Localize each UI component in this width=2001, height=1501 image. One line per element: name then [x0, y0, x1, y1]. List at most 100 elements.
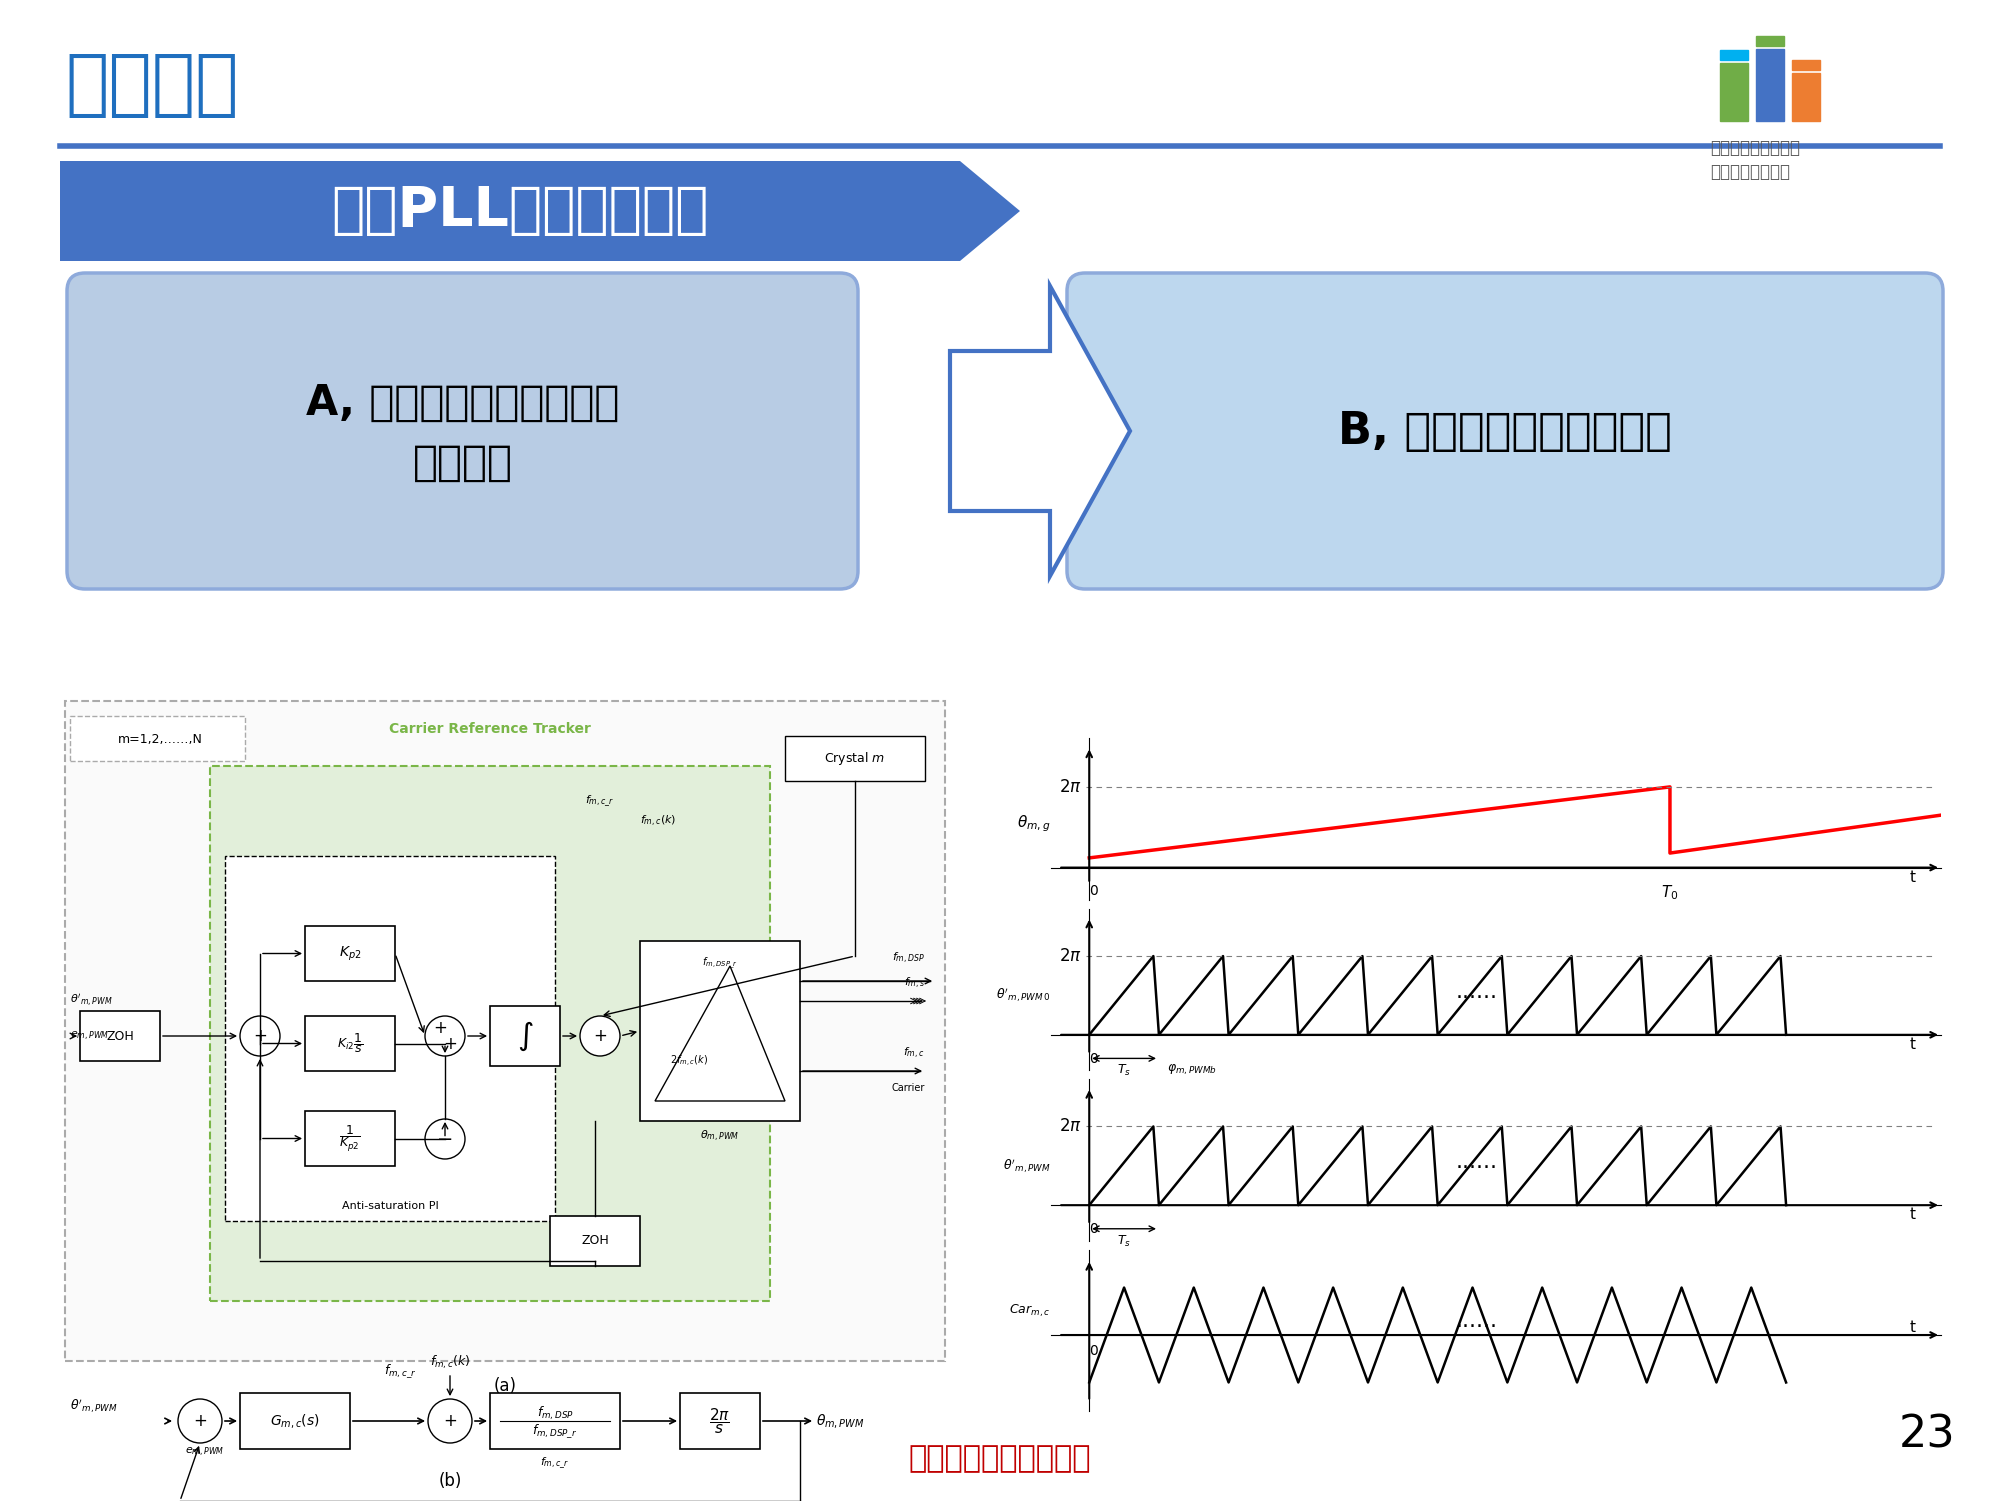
- Bar: [1721, 50, 1749, 60]
- FancyBboxPatch shape: [490, 1393, 620, 1448]
- Text: $\theta_{m,PWM}$: $\theta_{m,PWM}$: [816, 1412, 864, 1430]
- Text: $K_{i2}\dfrac{1}{s}$: $K_{i2}\dfrac{1}{s}$: [336, 1031, 364, 1055]
- FancyBboxPatch shape: [80, 1012, 160, 1061]
- Bar: [1757, 50, 1785, 122]
- FancyBboxPatch shape: [304, 1111, 394, 1166]
- Text: Anti-saturation PI: Anti-saturation PI: [342, 1201, 438, 1211]
- Text: $f_{m,c\_r}$: $f_{m,c\_r}$: [540, 1456, 570, 1471]
- Text: $\dfrac{2\pi}{s}$: $\dfrac{2\pi}{s}$: [710, 1406, 730, 1436]
- Text: +: +: [592, 1027, 606, 1045]
- Text: $\theta'_{m,PWM}$: $\theta'_{m,PWM}$: [70, 994, 112, 1009]
- FancyBboxPatch shape: [680, 1393, 760, 1448]
- Text: 《电工技术学报》发布: 《电工技术学报》发布: [908, 1444, 1091, 1472]
- Text: ......: ......: [1455, 982, 1497, 1001]
- FancyBboxPatch shape: [550, 1216, 640, 1265]
- Text: $\int$: $\int$: [516, 1019, 534, 1052]
- FancyBboxPatch shape: [1067, 273, 1943, 588]
- Text: 0: 0: [1089, 1222, 1097, 1237]
- Text: IGReEn: IGReEn: [1715, 0, 1825, 6]
- Polygon shape: [950, 287, 1131, 576]
- Text: +: +: [442, 1036, 456, 1054]
- Circle shape: [580, 1016, 620, 1057]
- Text: $\theta'_{m,PWM\,0}$: $\theta'_{m,PWM\,0}$: [996, 986, 1051, 1004]
- Text: $f_{m,c}$: $f_{m,c}$: [902, 1046, 924, 1061]
- Text: $f_{m,DSP\_r}$: $f_{m,DSP\_r}$: [702, 956, 738, 971]
- FancyBboxPatch shape: [490, 1006, 560, 1066]
- Text: $K_{p2}$: $K_{p2}$: [338, 944, 362, 962]
- Circle shape: [424, 1016, 464, 1057]
- Text: +: +: [432, 1019, 446, 1037]
- Text: 相角信息: 相角信息: [412, 441, 512, 483]
- FancyBboxPatch shape: [304, 1016, 394, 1072]
- FancyBboxPatch shape: [210, 766, 770, 1301]
- Text: ZOH: ZOH: [580, 1234, 608, 1247]
- Text: m=1,2,……,N: m=1,2,……,N: [118, 732, 202, 746]
- FancyBboxPatch shape: [64, 701, 944, 1361]
- Text: A, 变换器得到相同的电网: A, 变换器得到相同的电网: [306, 381, 618, 423]
- Text: 0: 0: [1089, 1052, 1097, 1066]
- Text: $\dfrac{1}{K_{p2}}$: $\dfrac{1}{K_{p2}}$: [338, 1124, 360, 1153]
- Text: $\theta_{m,g}$: $\theta_{m,g}$: [1017, 814, 1051, 833]
- Text: t: t: [1911, 1321, 1917, 1336]
- Text: $f_{m,DSP}$: $f_{m,DSP}$: [892, 952, 924, 967]
- Text: $\theta'_{m,PWM}$: $\theta'_{m,PWM}$: [70, 1397, 118, 1415]
- Circle shape: [178, 1399, 222, 1442]
- Text: $2\pi$: $2\pi$: [1059, 778, 1081, 796]
- Text: +: +: [252, 1027, 266, 1045]
- FancyBboxPatch shape: [224, 856, 554, 1220]
- Text: $T_0$: $T_0$: [1661, 884, 1679, 902]
- Text: 基于PLL的自同步方法: 基于PLL的自同步方法: [332, 185, 708, 239]
- Text: $f_{m,s}$: $f_{m,s}$: [904, 976, 924, 991]
- Bar: [1793, 74, 1821, 122]
- FancyBboxPatch shape: [66, 273, 858, 588]
- Text: $2f_{m,c}(k)$: $2f_{m,c}(k)$: [670, 1054, 708, 1069]
- FancyBboxPatch shape: [304, 926, 394, 982]
- Text: +: +: [192, 1412, 206, 1430]
- FancyBboxPatch shape: [70, 716, 244, 761]
- Text: 山东大学可再生能源: 山东大学可再生能源: [1711, 140, 1801, 158]
- FancyBboxPatch shape: [240, 1393, 350, 1448]
- Text: $\theta_{m,PWM}$: $\theta_{m,PWM}$: [700, 1129, 740, 1144]
- Text: $G_{m,c}(s)$: $G_{m,c}(s)$: [270, 1412, 320, 1430]
- Text: 23: 23: [1899, 1412, 1955, 1456]
- Text: Carrier: Carrier: [892, 1084, 924, 1093]
- Bar: [1793, 60, 1821, 71]
- Text: t: t: [1911, 1207, 1917, 1222]
- Text: $f_{m,c}(k)$: $f_{m,c}(k)$: [430, 1354, 470, 1370]
- Circle shape: [240, 1016, 280, 1057]
- Text: ......: ......: [1455, 1310, 1497, 1331]
- Text: (a): (a): [494, 1376, 516, 1394]
- FancyBboxPatch shape: [640, 941, 800, 1121]
- Text: $e_{m,PWM}$: $e_{m,PWM}$: [186, 1445, 224, 1459]
- Text: $2\pi$: $2\pi$: [1059, 1117, 1081, 1135]
- Text: −: −: [436, 1129, 452, 1148]
- Text: Carrier Reference Tracker: Carrier Reference Tracker: [388, 722, 590, 735]
- Text: $e_{m,PWM}$: $e_{m,PWM}$: [70, 1030, 110, 1043]
- Text: $2\pi$: $2\pi$: [1059, 947, 1081, 965]
- Text: $T_s$: $T_s$: [1117, 1063, 1131, 1078]
- Text: (b): (b): [438, 1472, 462, 1490]
- Text: ......: ......: [1455, 1151, 1497, 1172]
- Text: B, 制定自同步方案及参数: B, 制定自同步方案及参数: [1339, 410, 1673, 452]
- Text: $\theta'_{m,PWM}$: $\theta'_{m,PWM}$: [1003, 1157, 1051, 1175]
- Text: 0: 0: [1089, 884, 1097, 898]
- FancyBboxPatch shape: [784, 735, 924, 781]
- Polygon shape: [654, 967, 784, 1102]
- Text: $\varphi_{m,PWMb}$: $\varphi_{m,PWMb}$: [1167, 1063, 1217, 1078]
- Text: ZOH: ZOH: [106, 1030, 134, 1043]
- Text: $f_{m,c}(k)$: $f_{m,c}(k)$: [640, 814, 676, 829]
- Text: +: +: [442, 1412, 456, 1430]
- Text: t: t: [1911, 869, 1917, 884]
- Bar: [1757, 36, 1785, 47]
- Bar: [1721, 63, 1749, 122]
- Text: $f_{m,c\_r}$: $f_{m,c\_r}$: [586, 793, 614, 809]
- Polygon shape: [60, 161, 1021, 261]
- Text: $f_{m,c\_r}$: $f_{m,c\_r}$: [384, 1361, 416, 1379]
- Text: $f_{m,DSP\_r}$: $f_{m,DSP\_r}$: [532, 1421, 578, 1439]
- Text: 优化运行: 优化运行: [64, 51, 238, 120]
- Text: $Car_{m,c}$: $Car_{m,c}$: [1009, 1303, 1051, 1319]
- Text: 0: 0: [1089, 1345, 1097, 1358]
- Circle shape: [428, 1399, 472, 1442]
- Text: $f_{m,DSP}$: $f_{m,DSP}$: [536, 1405, 574, 1421]
- Text: $T_s$: $T_s$: [1117, 1234, 1131, 1249]
